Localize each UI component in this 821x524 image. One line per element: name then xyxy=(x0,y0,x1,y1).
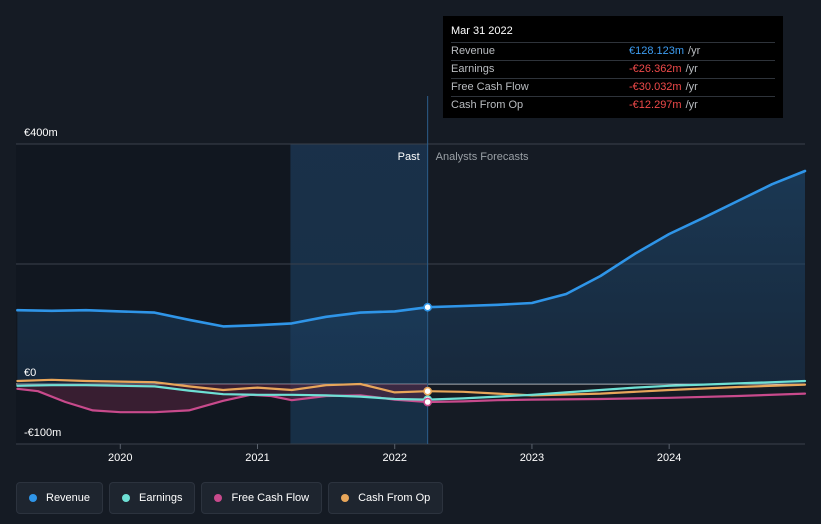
legend-dot-icon xyxy=(214,494,223,502)
x-tick-label: 2020 xyxy=(108,452,132,464)
legend-dot-icon xyxy=(341,494,350,502)
tooltip-value: -€30.032m xyxy=(629,81,682,93)
chart: Past Analysts Forecasts €400m €0 -€100m 2020 2… xyxy=(16,96,807,464)
legend-item-revenue[interactable]: Revenue xyxy=(16,482,104,514)
tooltip-label: Cash From Op xyxy=(451,99,524,111)
legend: Revenue Earnings Free Cash Flow Cash Fro… xyxy=(16,482,444,514)
marker-cash-from-op xyxy=(423,386,433,396)
tooltip-label: Revenue xyxy=(451,45,496,57)
tooltip-unit: /yr xyxy=(685,81,698,93)
x-tick-label: 2021 xyxy=(245,452,269,464)
tooltip-row-earnings: Earnings -€26.362m /yr xyxy=(451,60,775,78)
legend-dot-icon xyxy=(122,494,131,502)
tooltip-row-free-cash-flow: Free Cash Flow -€30.032m /yr xyxy=(451,78,775,96)
tooltip-unit: /yr xyxy=(688,45,701,57)
tooltip-date: Mar 31 2022 xyxy=(451,25,513,37)
legend-label: Revenue xyxy=(46,492,91,504)
series-line-free-cash-flow xyxy=(16,387,807,414)
legend-label: Free Cash Flow xyxy=(231,492,310,504)
revenue-area xyxy=(17,171,805,384)
tooltip: Mar 31 2022 Revenue €128.123m /yr Earnin… xyxy=(443,16,783,118)
y-tick-label: -€100m xyxy=(24,427,61,439)
series-line-revenue xyxy=(16,169,807,328)
x-tick-label: 2023 xyxy=(520,452,544,464)
negative-area xyxy=(17,384,428,413)
forecast-label: Analysts Forecasts xyxy=(436,151,529,163)
x-tick-label: 2024 xyxy=(657,452,681,464)
tooltip-value: -€12.297m xyxy=(629,99,682,111)
y-tick-label: €0 xyxy=(24,367,36,379)
legend-label: Earnings xyxy=(139,492,183,504)
legend-item-earnings[interactable]: Earnings xyxy=(109,482,196,514)
past-label: Past xyxy=(398,151,420,163)
tooltip-unit: /yr xyxy=(685,99,698,111)
y-tick-label: €400m xyxy=(24,127,58,139)
tooltip-label: Free Cash Flow xyxy=(451,81,529,93)
legend-item-cash-from-op[interactable]: Cash From Op xyxy=(328,482,444,514)
series-line-cash-from-op xyxy=(16,378,807,397)
legend-label: Cash From Op xyxy=(358,492,431,504)
marker-free-cash-flow xyxy=(423,397,433,407)
legend-item-free-cash-flow[interactable]: Free Cash Flow xyxy=(201,482,323,514)
tooltip-row-cash-from-op: Cash From Op -€12.297m /yr xyxy=(451,96,775,114)
series-line-earnings xyxy=(16,379,807,401)
tooltip-value: €128.123m xyxy=(629,45,685,57)
marker-revenue xyxy=(423,302,433,312)
tooltip-row-revenue: Revenue €128.123m /yr xyxy=(451,42,775,60)
tooltip-value: -€26.362m xyxy=(629,63,682,75)
tooltip-unit: /yr xyxy=(685,63,698,75)
x-tick-label: 2022 xyxy=(382,452,406,464)
tooltip-label: Earnings xyxy=(451,63,495,75)
legend-dot-icon xyxy=(29,494,37,502)
